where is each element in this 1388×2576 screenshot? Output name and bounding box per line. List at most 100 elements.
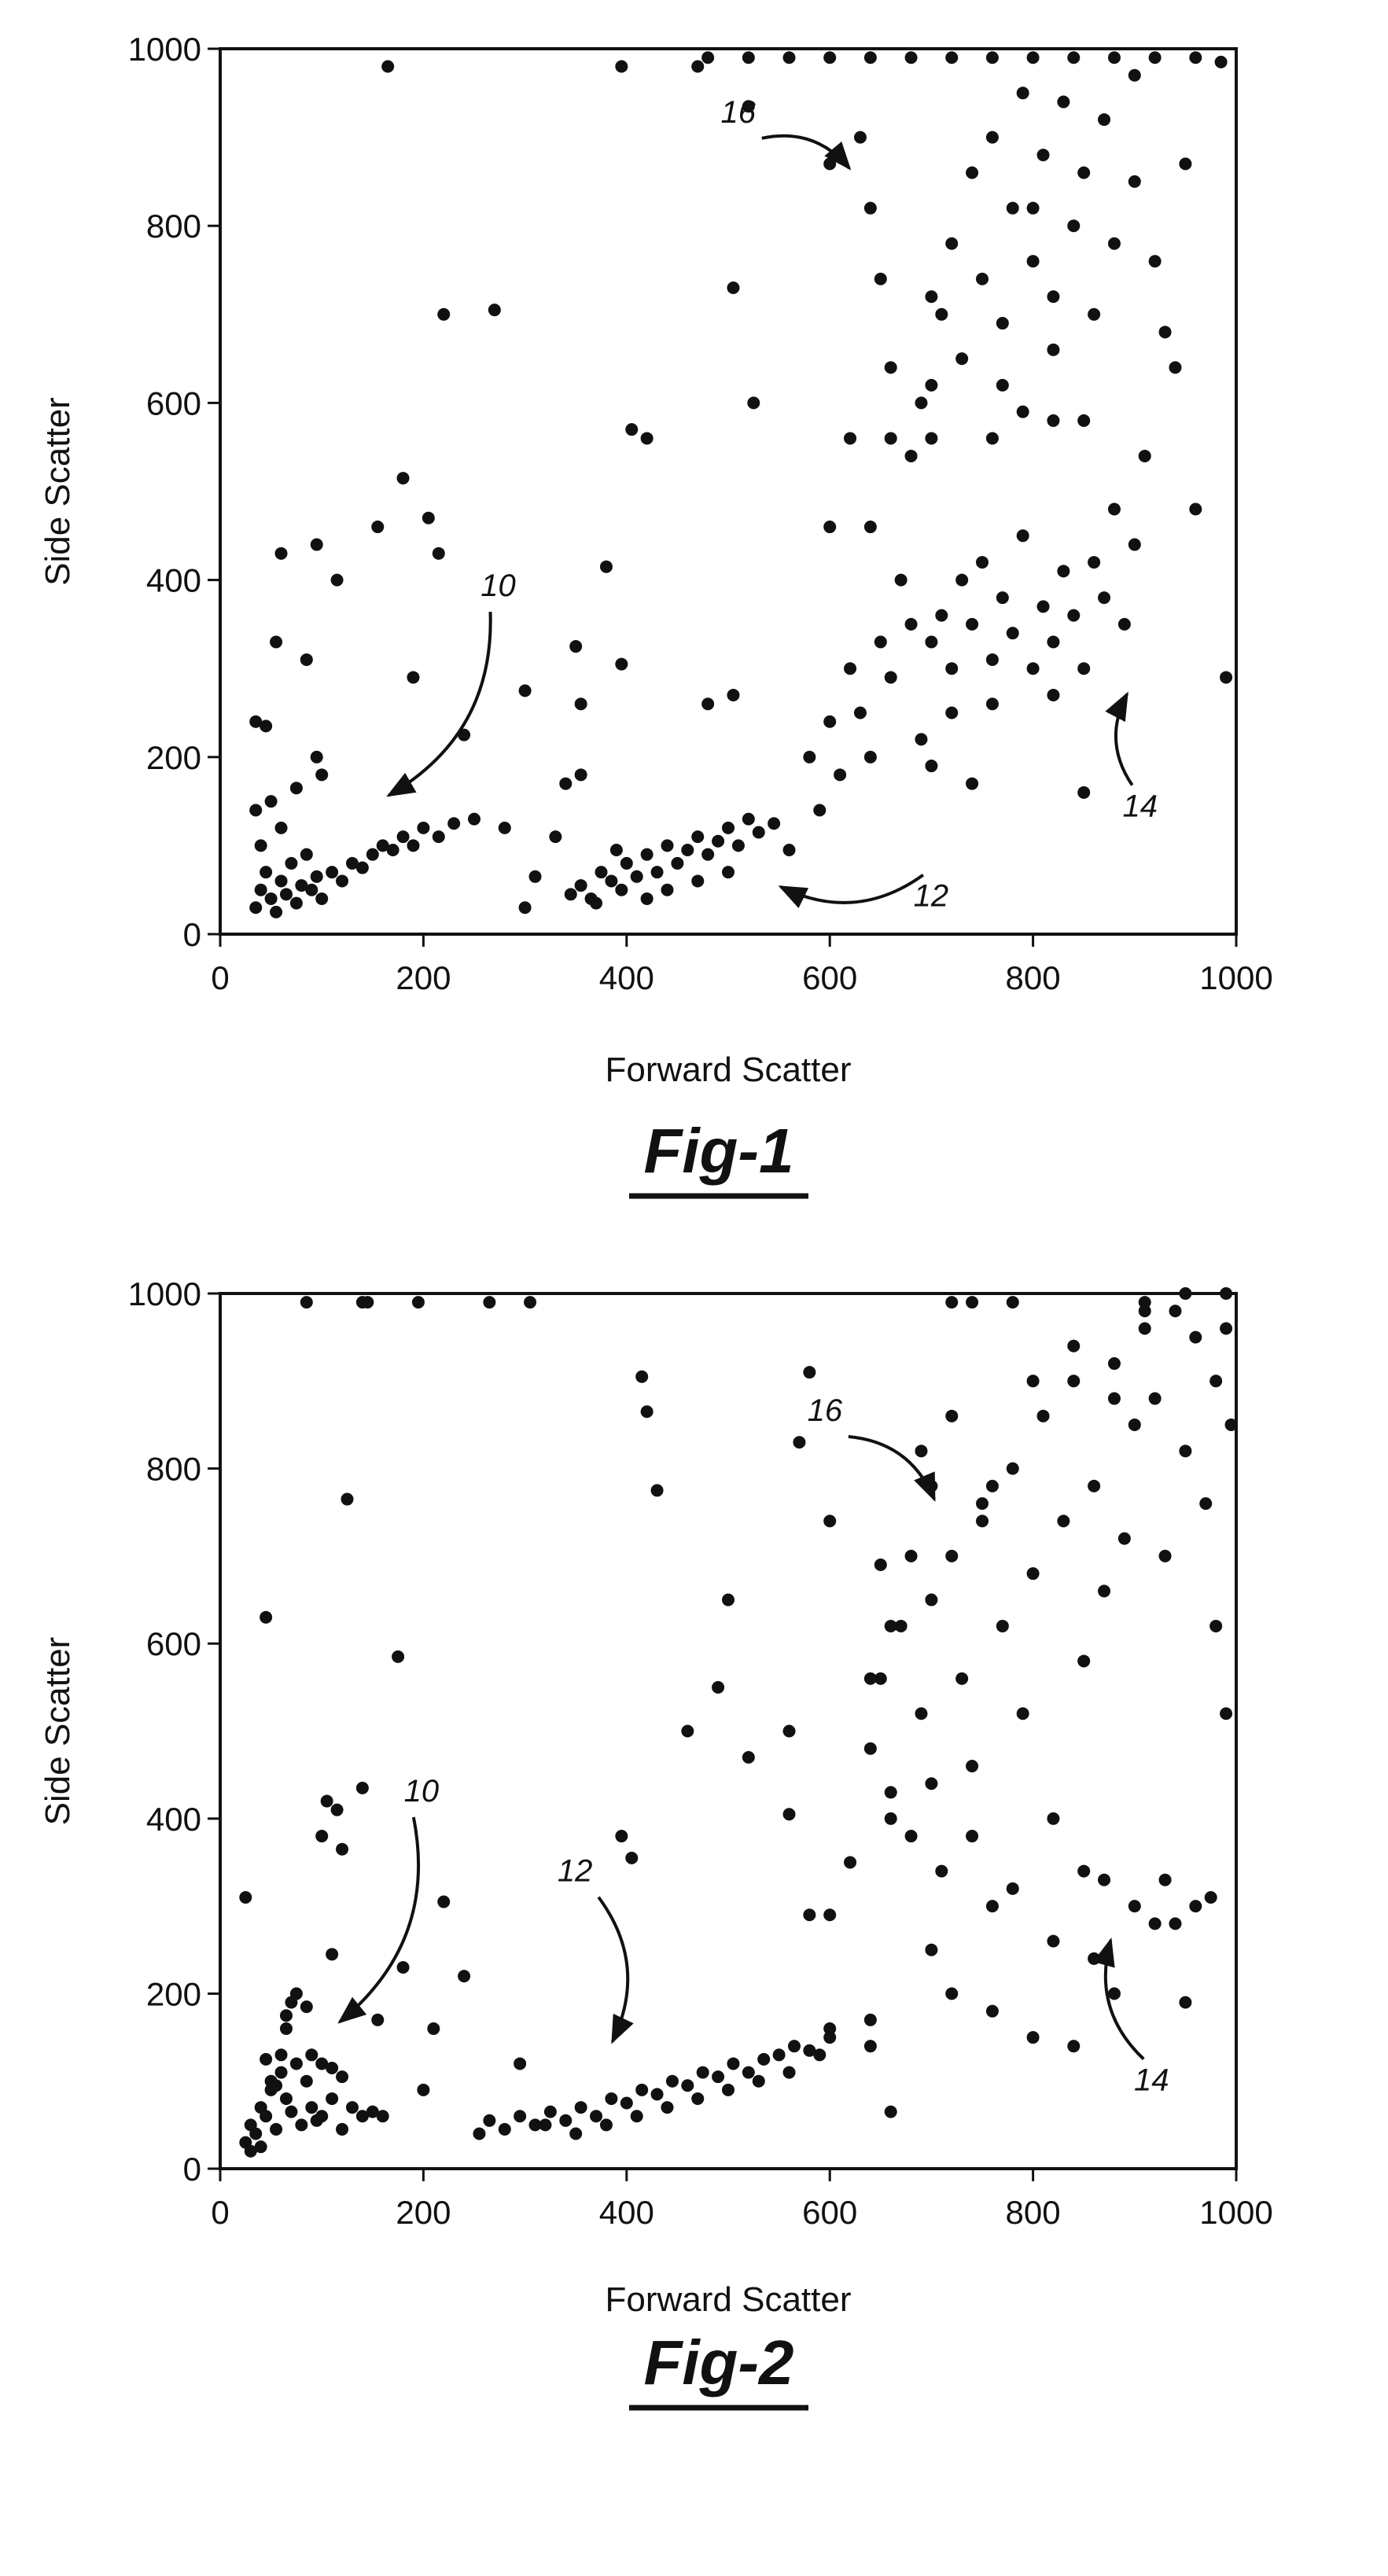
data-point bbox=[417, 822, 429, 834]
data-point bbox=[925, 1944, 937, 1956]
y-tick-label: 600 bbox=[146, 385, 201, 421]
data-point bbox=[1057, 96, 1070, 109]
data-point bbox=[1027, 2031, 1040, 2044]
annotation-label: 16 bbox=[808, 1393, 843, 1428]
data-point bbox=[986, 131, 999, 144]
data-point bbox=[356, 1782, 369, 1794]
data-point bbox=[697, 2066, 709, 2079]
data-point bbox=[275, 2048, 288, 2061]
data-point bbox=[1179, 1996, 1191, 2009]
data-point bbox=[458, 1970, 470, 1982]
data-point bbox=[1209, 1374, 1222, 1387]
x-tick-label: 800 bbox=[1006, 959, 1061, 996]
y-tick-label: 200 bbox=[146, 739, 201, 776]
data-point bbox=[1037, 600, 1050, 613]
data-point bbox=[1209, 1620, 1222, 1632]
data-point bbox=[885, 432, 897, 444]
data-point bbox=[834, 768, 846, 781]
data-point bbox=[1047, 635, 1059, 648]
data-point bbox=[925, 760, 937, 772]
data-point bbox=[1047, 1812, 1059, 1825]
data-point bbox=[1027, 51, 1040, 64]
data-point bbox=[753, 2075, 765, 2088]
data-point bbox=[691, 830, 704, 843]
data-point bbox=[681, 844, 694, 856]
y-tick-label: 400 bbox=[146, 562, 201, 599]
data-point bbox=[1088, 1480, 1100, 1492]
data-point bbox=[346, 2101, 359, 2114]
data-point bbox=[1027, 202, 1040, 215]
data-point bbox=[783, 51, 796, 64]
data-point bbox=[1149, 1917, 1162, 1930]
data-point bbox=[925, 1777, 937, 1790]
data-point bbox=[239, 1891, 252, 1904]
data-point bbox=[1128, 539, 1141, 551]
figure-caption: Fig-2 bbox=[643, 2328, 793, 2398]
data-point bbox=[976, 273, 989, 285]
data-point bbox=[885, 2106, 897, 2118]
data-point bbox=[823, 716, 836, 728]
data-point bbox=[1088, 1952, 1100, 1965]
data-point bbox=[559, 778, 572, 790]
annotation-label: 14 bbox=[1122, 789, 1158, 824]
data-point bbox=[1225, 1419, 1238, 1431]
data-point bbox=[1189, 1331, 1202, 1344]
data-point bbox=[757, 2053, 770, 2066]
data-point bbox=[1108, 51, 1121, 64]
data-point bbox=[483, 2114, 495, 2127]
data-point bbox=[1169, 1917, 1181, 1930]
data-point bbox=[437, 308, 450, 321]
data-point bbox=[1007, 1882, 1019, 1895]
data-point bbox=[966, 618, 978, 631]
x-tick-label: 1000 bbox=[1199, 2194, 1272, 2231]
data-point bbox=[575, 2101, 587, 2114]
data-point bbox=[1098, 113, 1110, 126]
data-point bbox=[1179, 157, 1191, 170]
data-point bbox=[905, 450, 918, 462]
data-point bbox=[813, 2048, 826, 2061]
data-point bbox=[854, 707, 867, 719]
annotation-arrow bbox=[762, 136, 849, 168]
data-point bbox=[336, 1843, 348, 1856]
data-point bbox=[966, 1760, 978, 1772]
annotation-arrow bbox=[1106, 1940, 1143, 2059]
data-point bbox=[722, 2084, 734, 2096]
data-point bbox=[392, 1650, 404, 1663]
data-point bbox=[407, 839, 419, 852]
data-point bbox=[986, 1900, 999, 1912]
data-point bbox=[915, 1707, 927, 1720]
data-point bbox=[1108, 503, 1121, 516]
data-point bbox=[641, 432, 654, 444]
data-point bbox=[270, 2123, 282, 2136]
y-tick-label: 800 bbox=[146, 208, 201, 245]
data-point bbox=[823, 521, 836, 533]
data-point bbox=[986, 697, 999, 710]
data-point bbox=[280, 2009, 293, 2022]
data-point bbox=[1108, 237, 1121, 250]
data-point bbox=[1128, 175, 1141, 188]
data-point bbox=[935, 609, 948, 622]
data-point bbox=[1007, 627, 1019, 639]
data-point bbox=[433, 547, 445, 560]
data-point bbox=[1108, 1987, 1121, 2000]
annotation-label: 12 bbox=[914, 879, 949, 914]
data-point bbox=[742, 813, 755, 826]
data-point bbox=[290, 782, 303, 794]
data-point bbox=[356, 862, 369, 874]
data-point bbox=[1159, 1874, 1172, 1886]
data-point bbox=[615, 61, 628, 73]
data-point bbox=[803, 1366, 815, 1378]
data-point bbox=[661, 884, 673, 896]
data-point bbox=[966, 778, 978, 790]
data-point bbox=[864, 202, 877, 215]
data-point bbox=[615, 884, 628, 896]
annotation-label: 12 bbox=[558, 1854, 593, 1889]
data-point bbox=[712, 2070, 724, 2083]
data-point bbox=[473, 2127, 485, 2140]
data-point bbox=[605, 2092, 617, 2105]
data-point bbox=[488, 304, 501, 316]
data-point bbox=[844, 662, 856, 675]
data-point bbox=[315, 768, 328, 781]
data-point bbox=[1149, 51, 1162, 64]
data-point bbox=[280, 2092, 293, 2105]
